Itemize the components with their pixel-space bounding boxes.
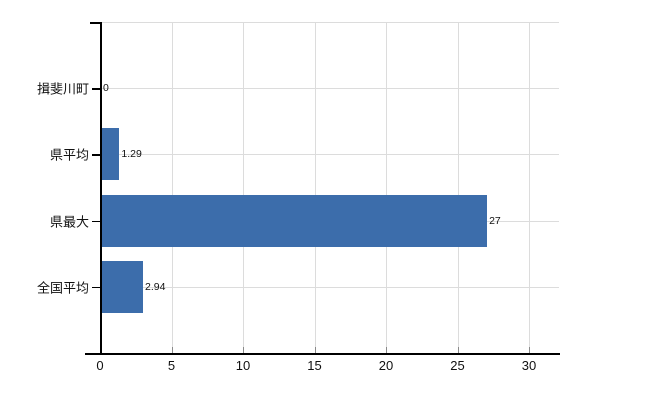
- category-label: 県平均: [49, 147, 89, 163]
- vertical-gridline: [386, 22, 387, 353]
- x-tick-mark: [457, 347, 459, 353]
- x-tick-mark: [171, 347, 173, 353]
- bar-value-label: 27: [489, 214, 501, 227]
- x-axis-line: [85, 353, 560, 355]
- y-tick-mark: [92, 88, 100, 90]
- vertical-gridline: [314, 22, 316, 353]
- x-tick-label: 10: [235, 358, 251, 373]
- x-tick-label: 25: [450, 358, 465, 373]
- horizontal-gridline: [100, 154, 559, 156]
- x-tick-label: 20: [378, 358, 394, 373]
- x-tick-label: 15: [307, 358, 322, 373]
- bar: [101, 194, 488, 247]
- x-tick-label: 30: [521, 358, 537, 373]
- bar-value-label: 1.29: [121, 148, 142, 161]
- horizontal-gridline: [100, 286, 559, 288]
- x-tick-mark: [386, 347, 387, 353]
- bar: [101, 260, 143, 313]
- x-tick-label: 5: [167, 358, 176, 373]
- vertical-gridline: [243, 22, 244, 353]
- x-tick-mark: [243, 347, 244, 353]
- y-tick-mark: [92, 220, 100, 223]
- bar: [101, 128, 120, 181]
- y-tick-mark: [92, 286, 100, 289]
- y-axis-top-tick: [90, 22, 100, 24]
- y-tick-mark: [92, 154, 100, 156]
- x-tick-mark: [529, 347, 530, 353]
- horizontal-gridline: [100, 88, 559, 90]
- category-label: 揖斐川町: [36, 81, 89, 97]
- bar-value-label: 2.94: [145, 280, 166, 293]
- vertical-gridline: [457, 22, 459, 353]
- x-tick-mark: [314, 347, 316, 353]
- vertical-gridline: [171, 22, 173, 353]
- vertical-gridline: [529, 22, 530, 353]
- horizontal-gridline: [100, 22, 559, 23]
- y-axis-line: [100, 22, 102, 353]
- category-label: 全国平均: [36, 280, 89, 296]
- category-label: 県最大: [49, 214, 89, 230]
- bar-value-label: 0: [103, 82, 109, 95]
- x-tick-label: 0: [96, 358, 104, 373]
